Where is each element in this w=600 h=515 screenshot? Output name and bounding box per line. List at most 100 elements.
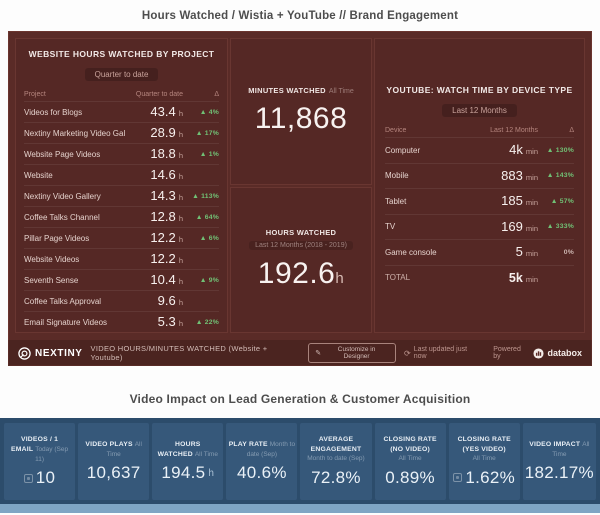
kpi-period: Month to date (Sep) [246,440,296,458]
kpi-header: HOURS WATCHED All Time [154,440,221,460]
hours-watched-panel[interactable]: HOURS WATCHED Last 12 Months (2018 - 201… [230,186,372,333]
brand-name: NEXTINY [35,347,83,359]
kpi-header: VIDEO IMPACT All Time [525,440,594,459]
column-header-delta: Δ [569,127,574,134]
wistia-dashboard: WEBSITE HOURS WATCHED BY PROJECT Quarter… [8,31,592,366]
row-value: 12.2 h [150,251,183,266]
kpi-period: All Time [472,455,496,463]
row-label: Nextiny Video Gallery [24,191,101,201]
table-row: Pillar Page Videos 12.2 h ▲ 6% [24,227,219,248]
column-header-device: Device [385,127,407,134]
row-value: 9.6 h [157,293,183,308]
kpi-title: AVERAGE ENGAGEMENT [310,436,362,454]
row-label: Email Signature Videos [24,317,108,327]
metric-value: 192.6h [257,257,345,291]
kpi-tile[interactable]: HOURS WATCHED All Time 194.5 h [152,423,224,500]
panel-title: WEBSITE HOURS WATCHED BY PROJECT [28,49,215,59]
row-value: 10.4 h [150,272,183,287]
youtube-panel: YOUTUBE: WATCH TIME BY DEVICE TYPE Last … [374,38,585,333]
row-label: Website [24,170,53,180]
page-title: Hours Watched / Wistia + YouTube // Bran… [141,10,459,22]
kpi-title: CLOSING RATE (YES VIDEO) [457,436,511,454]
table-row: Seventh Sense 10.4 h ▲ 9% [24,269,219,290]
impact-dashboard: VIDEOS / 1 EMAIL Today (Sep 11) 10 VIDEO PL… [0,418,600,513]
last-updated-status: ⟳ Last updated just now [404,346,468,360]
table-row: Coffee Talks Channel 12.8 h ▲ 64% [24,206,219,227]
row-value: 5 min [515,244,538,260]
page-title-2: Video Impact on Lead Generation & Custom… [129,392,471,406]
kpi-tile[interactable]: PLAY RATE Month to date (Sep) 40.6% [226,423,298,500]
refresh-icon[interactable]: ⟳ [404,348,411,358]
table-row: Nextiny Marketing Video Gallery 28.9 h ▲ 1… [24,122,219,143]
date-range-badge: Quarter to date [84,68,159,81]
table-row: Email Signature Videos 5.3 h ▲ 22% [24,311,219,332]
website-hours-table-body: Videos for Blogs 43.4 h ▲ 4% Nextiny Market… [24,101,219,332]
kpi-unit: h [208,467,215,479]
column-header-value: Last 12 Months [490,127,538,134]
date-range-badge: Last 12 Months [442,104,517,117]
row-value: 43.4 h [150,104,183,119]
panel-title: YOUTUBE: WATCH TIME BY DEVICE TYPE [386,85,573,95]
table-row: Website Page Videos 18.8 h ▲ 1% [24,143,219,164]
kpi-tile[interactable]: VIDEOS / 1 EMAIL Today (Sep 11) 10 [4,423,76,500]
kpi-tiles-row: VIDEOS / 1 EMAIL Today (Sep 11) 10 VIDEO PL… [4,423,596,500]
table-row: Tablet 185 min ▲ 57% [385,188,574,214]
metric-title: HOURS WATCHED [265,228,337,238]
metric-period: Last 12 Months (2018 - 2019) [249,241,353,251]
kpi-value: 0.89% [385,467,435,487]
row-delta: ▲ 22% [195,318,219,326]
kpi-tile[interactable]: AVERAGE ENGAGEMENT Month to date (Sep) 72.… [300,423,372,500]
row-delta: ▲ 1% [199,150,219,158]
kpi-title: CLOSING RATE (NO VIDEO) [383,436,437,454]
kpi-tile[interactable]: CLOSING RATE (NO VIDEO) All Time 0.89% [374,423,446,500]
table-row: TV 169 min ▲ 333% [385,213,574,240]
row-label: Mobile [385,171,409,181]
row-label: Pillar Page Videos [24,233,90,243]
nextiny-brand: NEXTINY [18,346,83,360]
row-label: Coffee Talks Channel [24,212,100,222]
row-value: 18.8 h [150,146,183,161]
kpi-value: 194.5 h [161,463,215,483]
datasource-icon [23,473,33,483]
row-label: TV [385,222,396,232]
table-row: Website Videos 12.2 h [24,248,219,269]
row-delta: ▲ 17% [195,129,219,137]
kpi-title: VIDEO IMPACT [529,440,581,448]
row-label: Seventh Sense [24,275,79,285]
kpi-value: 72.8% [311,467,361,487]
kpi-tile[interactable]: CLOSING RATE (YES VIDEO) All Time 1.62% [448,423,520,500]
row-value: 185 min [501,193,538,209]
row-delta: ▲ 130% [546,146,574,154]
table-header: Project Quarter to date Δ [24,86,219,101]
powered-by[interactable]: Powered by databox [493,346,582,360]
customize-icon: ✎ [315,350,322,357]
dashboard-footer: NEXTINY VIDEO HOURS/MINUTES WATCHED (Web… [8,340,592,366]
row-delta: 0% [563,248,574,256]
kpi-period: All Time [552,440,590,458]
row-value: 14.3 h [150,188,183,203]
row-label: Website Videos [24,254,80,264]
row-value: 169 min [501,218,538,234]
kpi-period: All Time [398,455,422,463]
dashboard-cutoff-strip [0,504,600,513]
website-hours-panel: WEBSITE HOURS WATCHED BY PROJECT Quarter… [15,38,228,333]
kpi-header: CLOSING RATE (YES VIDEO) All Time [451,435,518,463]
table-row: Nextiny Video Gallery 14.3 h ▲ 113% [24,185,219,206]
row-value: 14.6 h [150,167,183,182]
kpi-title: HOURS WATCHED [157,440,201,458]
kpi-header: VIDEOS / 1 EMAIL Today (Sep 11) [6,435,73,464]
row-value: 5.3 h [157,314,183,329]
row-value: 12.8 h [150,209,183,224]
kpi-period: Today (Sep 11) [35,445,69,463]
kpi-tile[interactable]: VIDEO PLAYS All Time 10,637 [78,423,150,500]
column-header-value: Quarter to date [135,91,183,98]
datasource-icon [453,473,463,483]
metric-period: All Time [328,88,354,96]
kpi-tile[interactable]: VIDEO IMPACT All Time 182.17% [522,423,596,500]
youtube-table-body: Computer 4k min ▲ 130% Mobile 883 min ▲ 143% T… [385,137,574,290]
table-row: Website 14.6 h [24,164,219,185]
minutes-watched-panel[interactable]: MINUTES WATCHED All Time 11,868 [230,38,372,185]
customize-in-designer-button[interactable]: ✎ Customize in Designer [308,343,397,363]
row-delta: ▲ 143% [546,172,574,180]
footer-right: ⟳ Last updated just now Powered by datab… [404,346,582,360]
